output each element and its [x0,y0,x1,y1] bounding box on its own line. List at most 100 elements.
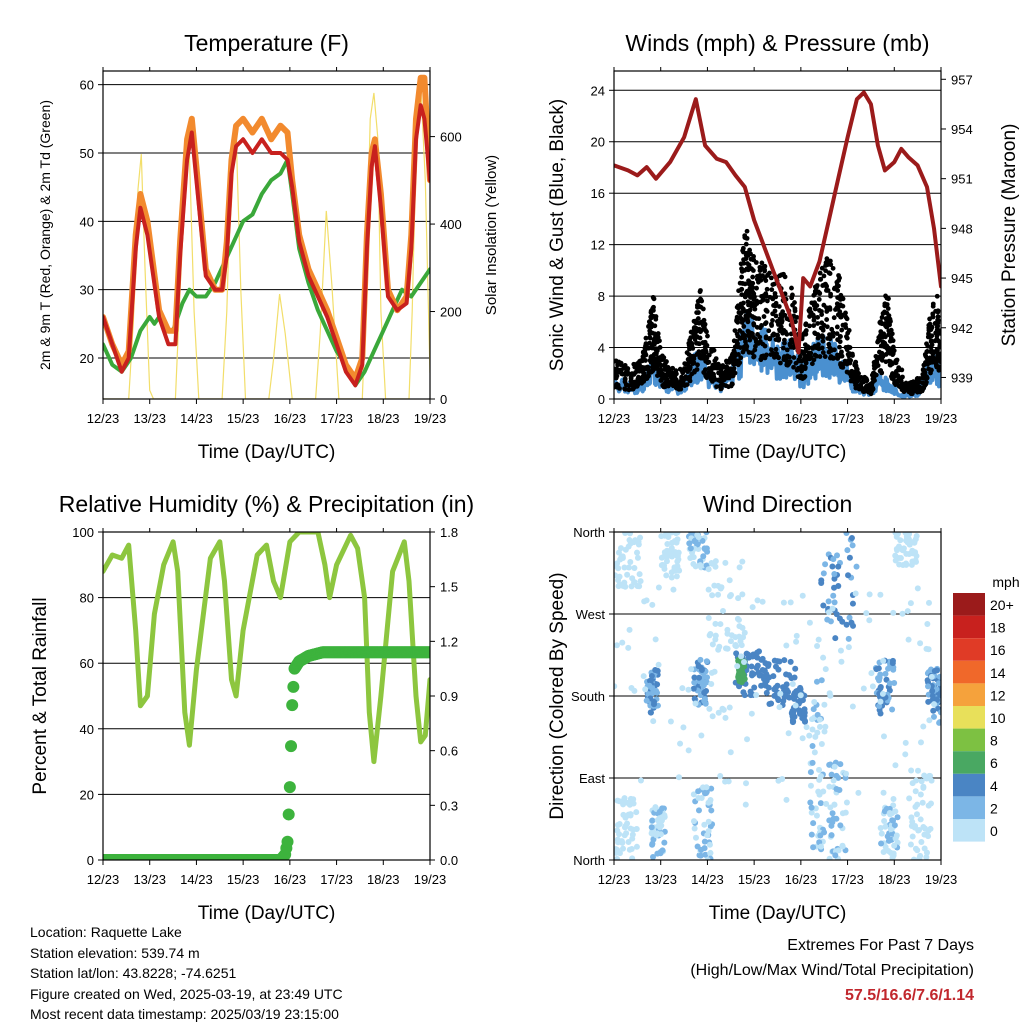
direction-point [807,782,814,789]
direction-point [688,532,695,536]
direction-point [712,558,719,565]
direction-point [643,697,650,704]
direction-point [774,695,781,702]
direction-point [711,668,718,675]
precip-point [282,808,295,821]
gust-point [921,385,926,391]
direction-point [640,673,647,680]
gust-point [879,357,885,363]
y-right-tick-label: 951 [951,172,973,187]
gust-point [930,301,936,307]
direction-point [698,846,705,853]
gust-point [761,314,767,319]
direction-point [924,620,931,627]
gust-point [803,322,809,328]
direction-point [614,822,621,829]
gust-point [928,368,934,374]
gust-point [766,328,772,334]
direction-point [763,689,770,696]
gust-point [794,314,800,320]
gust-point [934,333,940,339]
direction-point [705,566,712,573]
x-tick-label: 15/23 [227,872,260,887]
direction-point [686,540,693,547]
direction-point [727,638,734,645]
gust-point [827,355,833,361]
direction-point [776,658,783,665]
x-tick-label: 19/23 [414,872,447,887]
gust-point [923,381,929,387]
x-tick-label: 13/23 [133,872,166,887]
gust-point [875,338,881,344]
gust-point [614,384,620,390]
gust-point [845,344,851,350]
gust-point [721,373,727,379]
direction-point [900,547,907,554]
direction-point [849,542,856,549]
gust-point [819,345,825,351]
plot-area [103,74,430,399]
direction-point [838,658,845,665]
direction-point [832,852,839,859]
direction-point [809,716,816,723]
direction-point [715,709,722,716]
direction-point [726,593,733,600]
direction-point [672,550,679,557]
direction-point [747,692,754,699]
direction-point [649,685,656,692]
gust-point [784,331,790,337]
gust-point [729,381,735,387]
gust-point [743,339,748,345]
direction-point [695,663,702,670]
gust-point [819,265,825,271]
direction-point [663,558,670,565]
direction-point [777,690,784,697]
direction-point [652,666,659,673]
direction-point [756,672,763,679]
direction-point [803,724,810,731]
gust-point [791,355,797,360]
direction-point [708,807,715,814]
direction-point [629,855,636,860]
gust-point [935,308,941,314]
y-right-tick-label: 0.3 [440,798,458,813]
legend-label: 4 [990,778,998,794]
gust-point [745,319,751,325]
direction-point [702,851,709,858]
direction-point [709,641,716,648]
gust-point [711,371,716,377]
direction-point [622,583,629,590]
y-tick-label: 20 [80,787,94,802]
gust-point [809,300,815,306]
gust-point [644,366,650,372]
direction-point [628,684,635,691]
direction-point [831,599,838,606]
y-tick-label: 12 [591,238,605,253]
gust-point [815,321,821,326]
gust-point [653,347,659,353]
direction-point [726,704,733,711]
direction-point [629,835,636,842]
direction-point [783,681,790,688]
direction-point [615,583,622,590]
direction-point [815,636,822,643]
direction-point [928,673,935,680]
direction-point [822,561,829,568]
chart-title: Temperature (F) [184,30,349,56]
direction-point [844,547,851,554]
direction-point [704,674,711,681]
gust-point [737,310,743,316]
direction-point [817,832,824,839]
direction-point [848,535,855,542]
direction-point [852,590,859,597]
y-tick-label: 20 [80,351,94,366]
gust-point [883,323,888,329]
direction-point [820,570,827,577]
direction-point [726,577,733,584]
direction-point [706,705,713,712]
direction-point [907,841,914,848]
direction-point [817,800,824,807]
gust-point [908,391,914,397]
direction-point [892,552,899,559]
gust-point [840,322,846,328]
